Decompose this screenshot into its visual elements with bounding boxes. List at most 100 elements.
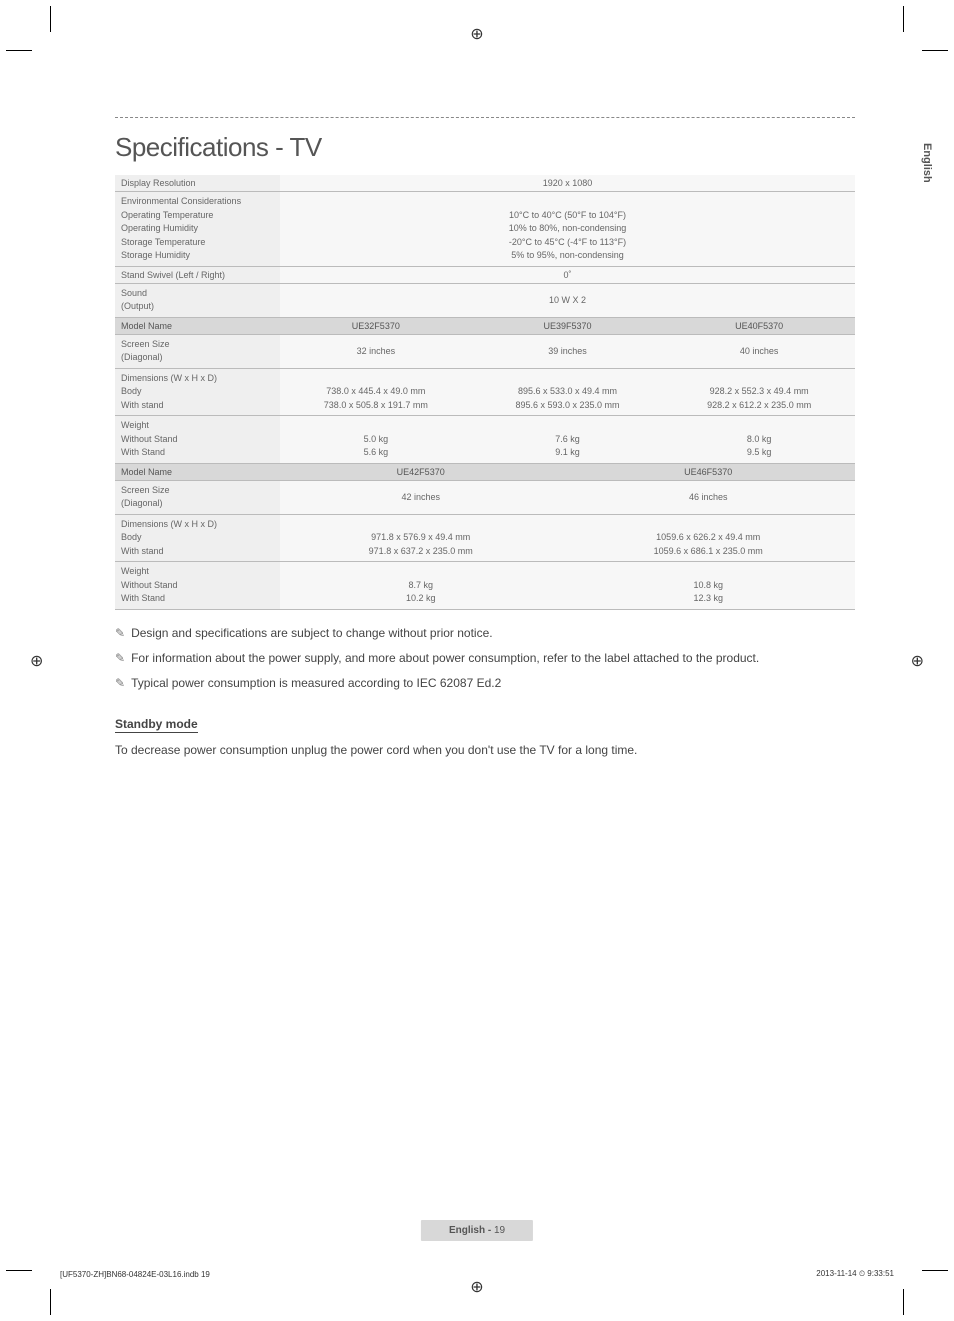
note-item: ✎ Typical power consumption is measured … xyxy=(115,674,855,693)
spec-label: Environmental Considerations Operating T… xyxy=(115,192,280,267)
text: 5% to 95%, non-condensing xyxy=(286,249,849,263)
spec-value: 738.0 x 445.4 x 49.0 mm 738.0 x 505.8 x … xyxy=(280,368,472,416)
text: 971.8 x 637.2 x 235.0 mm xyxy=(286,545,555,559)
page-content: Specifications - TV English Display Reso… xyxy=(115,115,855,757)
table-header: UE32F5370 xyxy=(280,317,472,334)
footer-page-number: 19 xyxy=(494,1225,505,1236)
text: Body xyxy=(121,531,274,545)
text: Without Stand xyxy=(121,433,274,447)
table-header: UE39F5370 xyxy=(472,317,664,334)
text: Screen Size xyxy=(121,338,274,352)
note-icon: ✎ xyxy=(115,674,125,693)
spec-value: 0˚ xyxy=(280,266,855,283)
spec-value: 32 inches xyxy=(280,334,472,368)
text: Environmental Considerations xyxy=(121,195,274,209)
standby-heading: Standby mode xyxy=(115,717,198,733)
registration-mark-icon: ⊕ xyxy=(30,651,43,671)
text: Operating Temperature xyxy=(121,209,274,223)
text: 8.7 kg xyxy=(286,579,555,593)
text: 738.0 x 445.4 x 49.0 mm xyxy=(286,385,466,399)
table-header: UE40F5370 xyxy=(663,317,855,334)
registration-mark-icon: ⊕ xyxy=(911,651,924,671)
text: With stand xyxy=(121,545,274,559)
crop-mark xyxy=(6,50,32,51)
text: Operating Humidity xyxy=(121,222,274,236)
note-icon: ✎ xyxy=(115,624,125,643)
text: 1059.6 x 626.2 x 49.4 mm xyxy=(567,531,849,545)
spec-label: Sound (Output) xyxy=(115,283,280,317)
spec-value: 10.8 kg 12.3 kg xyxy=(561,562,855,610)
spec-value: 1059.6 x 626.2 x 49.4 mm 1059.6 x 686.1 … xyxy=(561,514,855,562)
page-footer: English - 19 xyxy=(421,1220,533,1241)
spec-table-2: Model Name UE42F5370 UE46F5370 Screen Si… xyxy=(115,464,855,610)
text: Sound xyxy=(121,287,274,301)
text: Body xyxy=(121,385,274,399)
note-text: For information about the power supply, … xyxy=(131,649,759,668)
text: 10.8 kg xyxy=(567,579,849,593)
table-header: Model Name xyxy=(115,464,280,481)
spec-value: 42 inches xyxy=(280,480,561,514)
text: 895.6 x 593.0 x 235.0 mm xyxy=(478,399,658,413)
spec-value: 7.6 kg 9.1 kg xyxy=(472,416,664,464)
text: Weight xyxy=(121,419,274,433)
page-title: Specifications - TV xyxy=(115,132,855,163)
text: 10% to 80%, non-condensing xyxy=(286,222,849,236)
crop-mark xyxy=(903,6,904,32)
text: (Output) xyxy=(121,300,274,314)
text: With stand xyxy=(121,399,274,413)
spec-label: Weight Without Stand With Stand xyxy=(115,562,280,610)
note-text: Typical power consumption is measured ac… xyxy=(131,674,501,693)
crop-mark xyxy=(6,1270,32,1271)
text: 895.6 x 533.0 x 49.4 mm xyxy=(478,385,658,399)
text: 10.2 kg xyxy=(286,592,555,606)
crop-mark xyxy=(50,6,51,32)
spec-label: Screen Size (Diagonal) xyxy=(115,334,280,368)
print-info-right: 2013-11-14 ⏲ 9:33:51 xyxy=(816,1269,894,1279)
spec-label: Weight Without Stand With Stand xyxy=(115,416,280,464)
spec-value: 8.0 kg 9.5 kg xyxy=(663,416,855,464)
spec-label: Stand Swivel (Left / Right) xyxy=(115,266,280,283)
note-text: Design and specifications are subject to… xyxy=(131,624,493,643)
spec-table: Display Resolution 1920 x 1080 Environme… xyxy=(115,175,855,464)
text: 7.6 kg xyxy=(478,433,658,447)
text: Without Stand xyxy=(121,579,274,593)
spec-label: Dimensions (W x H x D) Body With stand xyxy=(115,514,280,562)
text: (Diagonal) xyxy=(121,351,274,365)
text: -20°C to 45°C (-4°F to 113°F) xyxy=(286,236,849,250)
spec-value: 39 inches xyxy=(472,334,664,368)
text: Weight xyxy=(121,565,274,579)
language-tab: English xyxy=(921,143,933,183)
spec-label: Dimensions (W x H x D) Body With stand xyxy=(115,368,280,416)
note-item: ✎ For information about the power supply… xyxy=(115,649,855,668)
spec-value: 1920 x 1080 xyxy=(280,175,855,192)
text: Storage Temperature xyxy=(121,236,274,250)
note-icon: ✎ xyxy=(115,649,125,668)
spec-value: 46 inches xyxy=(561,480,855,514)
text: 928.2 x 552.3 x 49.4 mm xyxy=(669,385,849,399)
table-header: UE42F5370 xyxy=(280,464,561,481)
crop-mark xyxy=(50,1289,51,1315)
text: 12.3 kg xyxy=(567,592,849,606)
footer-lang: English - xyxy=(449,1225,494,1236)
text: (Diagonal) xyxy=(121,497,274,511)
crop-mark xyxy=(903,1289,904,1315)
crop-mark xyxy=(922,1270,948,1271)
text: 5.0 kg xyxy=(286,433,466,447)
print-info-left: [UF5370-ZH]BN68-04824E-03L16.indb 19 xyxy=(60,1270,210,1279)
spec-value: 895.6 x 533.0 x 49.4 mm 895.6 x 593.0 x … xyxy=(472,368,664,416)
text: With Stand xyxy=(121,446,274,460)
text: With Stand xyxy=(121,592,274,606)
text: 1059.6 x 686.1 x 235.0 mm xyxy=(567,545,849,559)
spec-value: 5.0 kg 5.6 kg xyxy=(280,416,472,464)
text: Screen Size xyxy=(121,484,274,498)
text: Dimensions (W x H x D) xyxy=(121,372,274,386)
text: 5.6 kg xyxy=(286,446,466,460)
text: 8.0 kg xyxy=(669,433,849,447)
registration-mark-icon: ⊕ xyxy=(470,1277,483,1297)
table-header: UE46F5370 xyxy=(561,464,855,481)
spec-value: 8.7 kg 10.2 kg xyxy=(280,562,561,610)
spec-value: 971.8 x 576.9 x 49.4 mm 971.8 x 637.2 x … xyxy=(280,514,561,562)
text: 9.5 kg xyxy=(669,446,849,460)
spec-value: 10 W X 2 xyxy=(280,283,855,317)
divider xyxy=(115,117,855,118)
